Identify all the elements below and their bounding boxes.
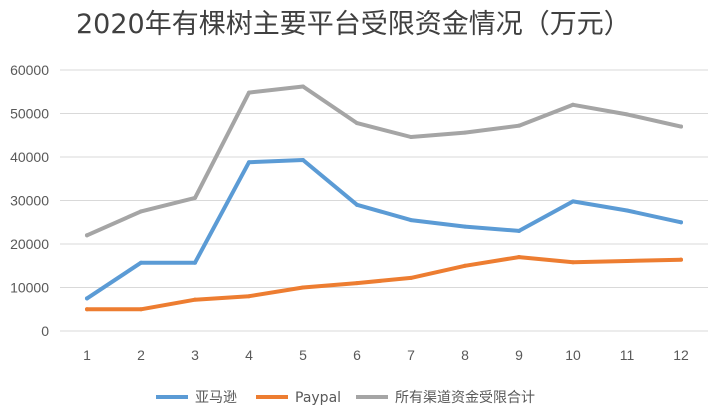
data-point <box>355 121 359 126</box>
data-point <box>139 260 143 265</box>
y-tick-label: 20000 <box>10 236 49 252</box>
series-line-2 <box>85 84 683 238</box>
data-point <box>301 285 305 290</box>
y-tick-label: 10000 <box>10 280 49 296</box>
data-point <box>85 233 89 238</box>
data-point <box>625 208 629 213</box>
series-line-0 <box>85 158 683 301</box>
y-tick-label: 0 <box>41 323 49 339</box>
x-tick-label: 2 <box>137 347 145 363</box>
data-point <box>301 158 305 163</box>
x-tick-label: 1 <box>83 347 91 363</box>
data-point <box>571 199 575 204</box>
legend-label-0: 亚马逊 <box>195 390 237 406</box>
legend-label-2: 所有渠道资金受限合计 <box>395 390 535 406</box>
data-point <box>463 130 467 135</box>
data-point <box>517 123 521 128</box>
data-point <box>409 218 413 223</box>
series-line-1 <box>85 255 683 312</box>
x-tick-label: 10 <box>565 347 581 363</box>
x-tick-label: 6 <box>353 347 361 363</box>
y-tick-label: 60000 <box>10 62 49 78</box>
x-tick-label: 5 <box>299 347 307 363</box>
data-point <box>301 84 305 89</box>
legend: 亚马逊 Paypal 所有渠道资金受限合计 <box>156 390 535 406</box>
x-tick-label: 9 <box>515 347 523 363</box>
series-lines <box>85 84 683 312</box>
x-tick-label: 7 <box>407 347 415 363</box>
x-tick-label: 12 <box>673 347 689 363</box>
data-point <box>85 296 89 301</box>
data-point <box>517 228 521 233</box>
data-point <box>625 258 629 263</box>
data-point <box>517 255 521 260</box>
data-point <box>571 102 575 107</box>
data-point <box>355 281 359 286</box>
data-point <box>247 160 251 165</box>
legend-label-1: Paypal <box>295 390 341 406</box>
x-axis-ticks: 1 2 3 4 5 6 7 8 9 10 11 12 <box>83 347 689 363</box>
data-point <box>409 134 413 139</box>
y-tick-label: 30000 <box>10 193 49 209</box>
data-point <box>193 297 197 302</box>
gridlines <box>60 69 708 332</box>
x-tick-label: 11 <box>620 347 635 363</box>
data-point <box>85 307 89 312</box>
y-tick-label: 50000 <box>10 106 49 122</box>
data-point <box>247 294 251 299</box>
data-point <box>679 257 683 262</box>
data-point <box>679 220 683 225</box>
data-point <box>625 112 629 117</box>
data-point <box>193 260 197 265</box>
x-tick-label: 4 <box>245 347 253 363</box>
data-point <box>409 275 413 280</box>
data-point <box>571 260 575 265</box>
x-tick-label: 8 <box>461 347 469 363</box>
y-axis-ticks: 0 10000 20000 30000 40000 50000 60000 <box>10 62 49 339</box>
chart-title: 2020年有棵树主要平台受限资金情况（万元） <box>76 9 631 40</box>
x-tick-label: 3 <box>191 347 199 363</box>
data-point <box>247 90 251 95</box>
data-point <box>139 209 143 214</box>
data-point <box>463 263 467 268</box>
y-tick-label: 40000 <box>10 149 49 165</box>
data-point <box>355 202 359 207</box>
data-point <box>193 195 197 200</box>
data-point <box>463 224 467 229</box>
data-point <box>139 307 143 312</box>
data-point <box>679 124 683 129</box>
